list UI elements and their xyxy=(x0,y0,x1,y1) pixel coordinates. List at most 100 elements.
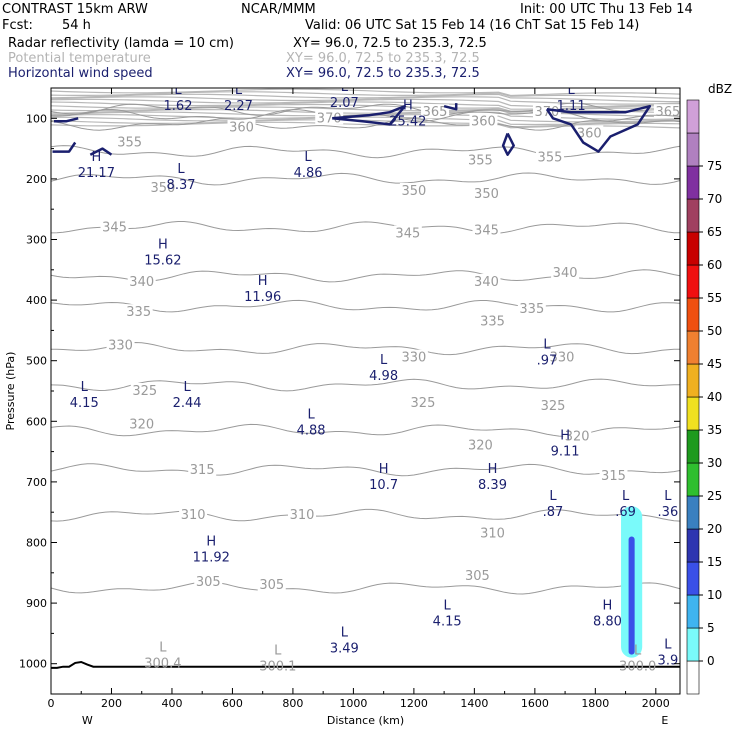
wind-extremum-type: L xyxy=(341,626,349,641)
theta-label-bg xyxy=(227,119,256,134)
y-tick-label: 1000 xyxy=(19,658,47,671)
theta-label-355: 355 xyxy=(538,151,563,166)
x-tick-label: 600 xyxy=(222,697,243,710)
y-tick-label: 400 xyxy=(26,294,47,307)
wind-extremum-value: 4.15 xyxy=(433,614,462,629)
theta-label-bg xyxy=(538,398,567,413)
x-tick-label: 1200 xyxy=(400,697,428,710)
colorbar-swatch xyxy=(686,231,700,266)
colorbar-label: 45 xyxy=(707,357,722,371)
colorbar-label: 30 xyxy=(707,456,722,470)
wind-extremum-value: 8.37 xyxy=(167,178,196,193)
theta-label-bg xyxy=(127,416,156,431)
wind-extremum-type: L xyxy=(183,380,191,395)
colorbar-label: 15 xyxy=(707,555,722,569)
terrain-surface xyxy=(51,660,680,669)
field-reflectivity-xy: XY= 96.0, 72.5 to 235.3, 72.5 xyxy=(293,36,487,51)
theta-surface-label-type: L xyxy=(274,644,282,659)
wind-extremum-value: .87 xyxy=(543,505,564,520)
x-tick-label: 1000 xyxy=(339,697,367,710)
wind-extremum-type: L xyxy=(341,80,349,95)
theta-contour-330 xyxy=(51,341,680,356)
theta-label-bg xyxy=(399,183,428,198)
org-title: NCAR/MMM xyxy=(241,2,316,17)
theta-label-bg xyxy=(472,273,501,288)
wind-extremum-type: H xyxy=(158,238,168,253)
colorbar-label: 5 xyxy=(707,621,715,635)
wind-extremum-value: 2.07 xyxy=(330,96,359,111)
theta-label-bg xyxy=(563,428,592,443)
theta-label-345: 345 xyxy=(474,223,499,238)
theta-surface-label-type: L xyxy=(159,641,167,656)
theta-label-bg xyxy=(575,125,604,140)
theta-label-345: 345 xyxy=(395,226,420,241)
theta-label-bg xyxy=(472,222,501,237)
colorbar-label: 35 xyxy=(707,423,722,437)
wind-contour-25 xyxy=(54,117,79,123)
wind-extremum-value: 2.44 xyxy=(173,396,202,411)
wind-extremum-type: H xyxy=(206,535,216,550)
wind-extremum-type: L xyxy=(549,489,557,504)
wind-extremum-value: 8.39 xyxy=(478,478,507,493)
colorbar-swatch xyxy=(686,561,700,596)
wind-extremum-value: 4.15 xyxy=(70,396,99,411)
theta-label-bg xyxy=(127,273,156,288)
theta-label-350: 350 xyxy=(150,181,175,196)
theta-contour-upper xyxy=(51,109,680,118)
theta-contour-360 xyxy=(51,118,680,131)
theta-label-355: 355 xyxy=(117,136,142,151)
model-title: CONTRAST 15km ARW xyxy=(2,2,148,17)
wind-extremum-type: L xyxy=(622,489,630,504)
theta-label-325: 325 xyxy=(411,396,436,411)
wind-extremum-type: H xyxy=(560,429,570,444)
theta-label-330: 330 xyxy=(550,351,575,366)
colorbar-swatch xyxy=(686,528,700,563)
wind-extremum-type: L xyxy=(307,407,315,422)
y-tick-label: 900 xyxy=(26,597,47,610)
theta-contour-upper xyxy=(51,106,680,114)
theta-label-bg xyxy=(469,113,498,128)
theta-label-360: 360 xyxy=(471,114,496,129)
theta-label-bg xyxy=(130,383,159,397)
theta-label-350: 350 xyxy=(401,184,426,199)
y-tick-label: 500 xyxy=(26,355,47,368)
theta-label-bg xyxy=(478,313,507,328)
wind-extremum-value: 15.62 xyxy=(144,254,181,269)
wind-extremum-value: .36 xyxy=(658,505,679,520)
x-tick-label: 200 xyxy=(101,697,122,710)
theta-label-bg xyxy=(106,337,135,352)
theta-label-bg xyxy=(466,437,495,452)
theta-label-bg xyxy=(599,467,628,482)
colorbar-swatch xyxy=(686,330,700,365)
colorbar-swatch xyxy=(686,99,700,134)
wind-extremum-value: 25.42 xyxy=(389,114,426,129)
field-theta-xy: XY= 96.0, 72.5 to 235.3, 72.5 xyxy=(286,51,480,66)
theta-label-bg xyxy=(315,110,344,125)
colorbar-swatch xyxy=(686,495,700,530)
plot-inner: 305 305 305 310 310 310 315 315 320 320 320 325 325 3… xyxy=(51,80,680,675)
theta-label-bg xyxy=(194,573,223,588)
theta-label-bg xyxy=(535,149,564,164)
colorbar-label: 25 xyxy=(707,489,722,503)
theta-label-bg xyxy=(179,507,208,522)
theta-label-bg xyxy=(188,461,217,476)
theta-label-bg xyxy=(551,264,580,279)
colorbar-swatch xyxy=(686,627,700,662)
theta-label-315: 315 xyxy=(190,463,215,478)
theta-surface-label-value: 300.0 xyxy=(619,660,656,675)
theta-label-330: 330 xyxy=(108,339,133,354)
wind-contour-25 xyxy=(501,132,515,156)
header: CONTRAST 15km ARW NCAR/MMM Init: 00 UTC … xyxy=(2,2,693,81)
field-wind: Horizontal wind speed xyxy=(8,66,153,81)
theta-label-355: 355 xyxy=(468,154,493,169)
theta-contour-335 xyxy=(51,299,680,313)
wind-contour-25 xyxy=(443,103,458,111)
theta-contour-upper xyxy=(51,98,680,108)
wind-extremum-type: H xyxy=(403,98,413,113)
theta-contour-upper xyxy=(51,101,680,110)
theta-contour-310 xyxy=(51,508,680,522)
y-axis-label: Pressure (hPa) xyxy=(4,352,17,431)
theta-label-bg xyxy=(653,104,680,119)
colorbar-swatch xyxy=(686,660,700,695)
colorbar-swatch xyxy=(686,429,700,464)
